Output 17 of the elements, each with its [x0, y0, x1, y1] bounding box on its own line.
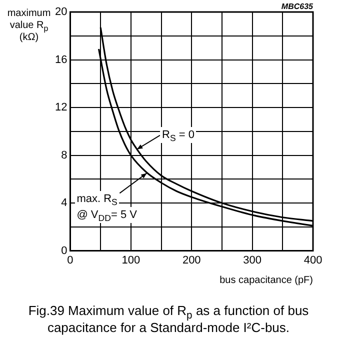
- y-tick-label: 4: [61, 197, 68, 210]
- y-tick-label: 20: [54, 6, 68, 18]
- text: MBC635: [281, 2, 314, 12]
- annotation: max. R$_{S}$: [74, 191, 120, 208]
- x-tick-label: 400: [304, 254, 322, 266]
- x-tick-label: 100: [122, 254, 140, 266]
- annotation: R$_{S}$ = 0: [160, 127, 196, 144]
- x-tick-label: 300: [243, 254, 262, 266]
- y-tick-label: 0: [61, 244, 68, 257]
- y-tick-label: 16: [54, 54, 68, 66]
- annotation: @ V$_{DD}$= 5 V: [74, 207, 139, 224]
- text: Fig.39 Maximum value of R$_{p}$ as a function of bus capacitance for a Standard-mode I²C-bus.: [27, 302, 310, 336]
- y-tick-label: 12: [54, 102, 68, 114]
- y-tick-label: 8: [61, 149, 68, 162]
- x-tick-label: 200: [182, 254, 201, 266]
- y-axis-title: maximum value R$_{p}$ (kΩ): [7, 8, 51, 43]
- x-axis-title: bus capacitance (pF): [220, 274, 313, 286]
